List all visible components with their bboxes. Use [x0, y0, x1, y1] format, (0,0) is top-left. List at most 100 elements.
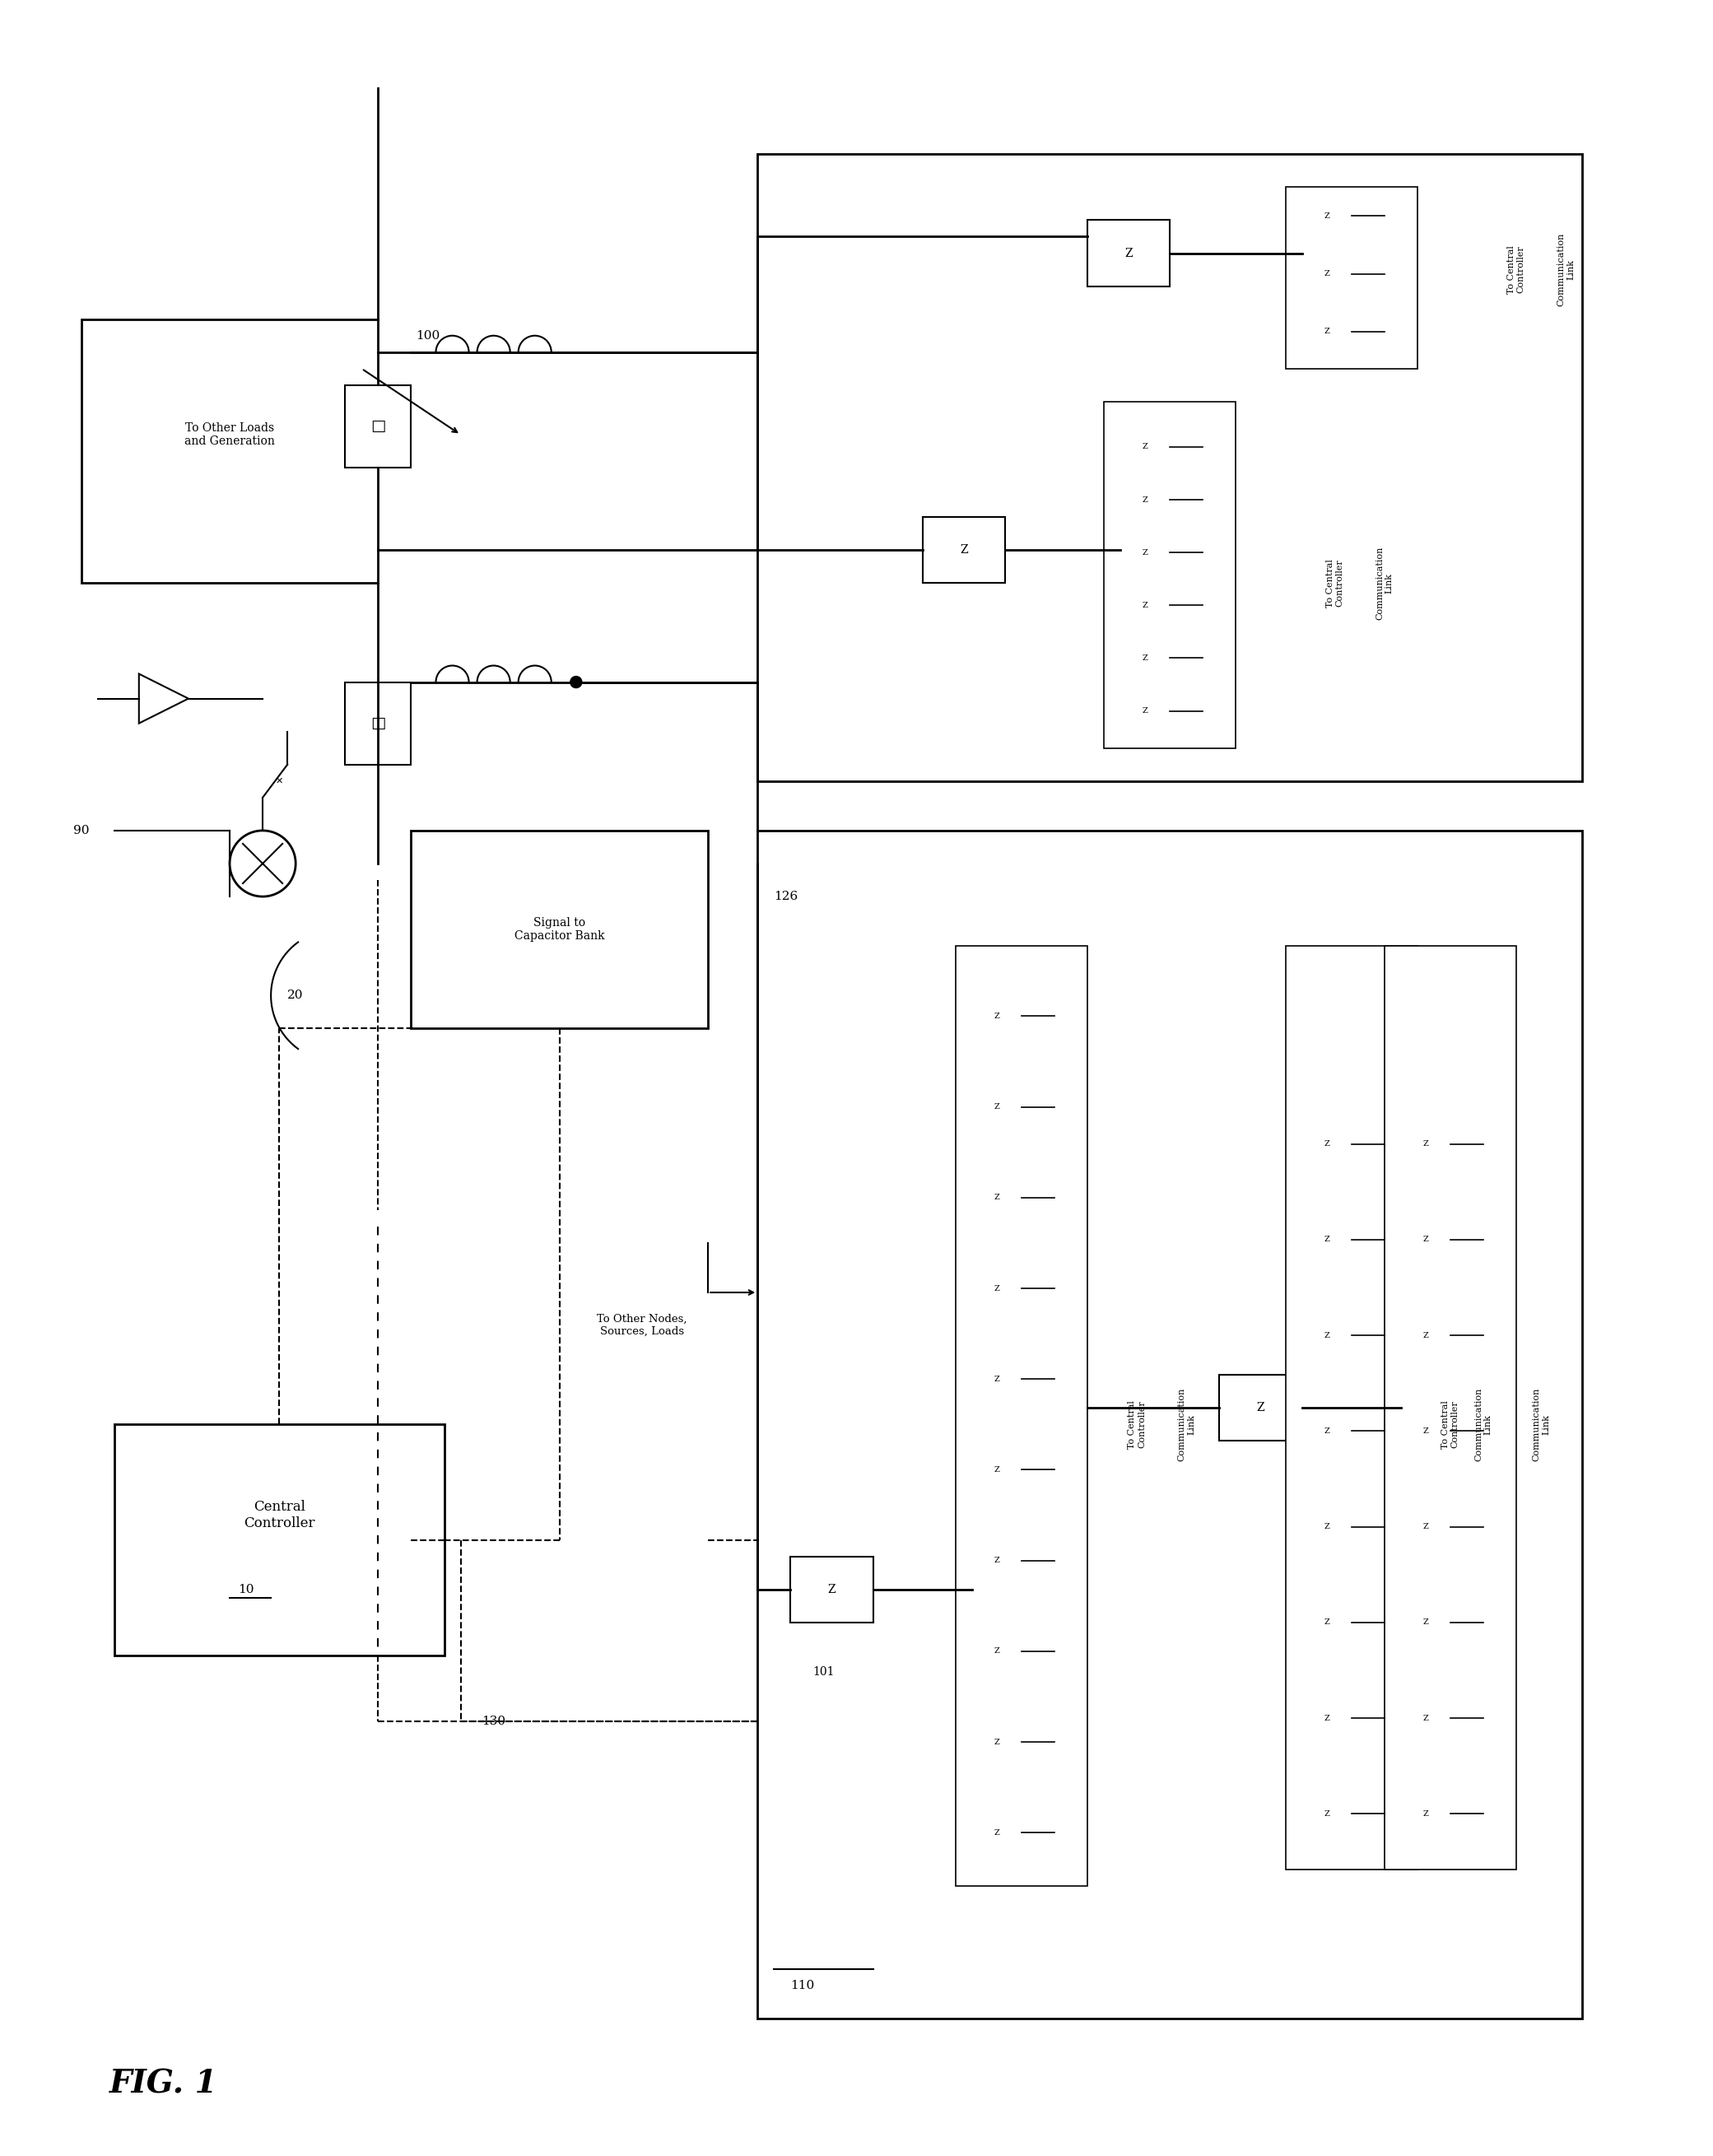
- Text: Z: Z: [1324, 1235, 1329, 1244]
- Text: To Central
Controller: To Central Controller: [1326, 558, 1343, 608]
- Text: Z: Z: [1324, 1427, 1329, 1434]
- Text: Signal to
Capacitor Bank: Signal to Capacitor Bank: [514, 916, 605, 942]
- Text: Z: Z: [1143, 550, 1148, 556]
- Text: Z: Z: [994, 1828, 1000, 1837]
- Bar: [1302, 252, 1352, 295]
- Text: To Other Loads
and Generation: To Other Loads and Generation: [185, 423, 274, 446]
- Text: To Central
Controller: To Central Controller: [1507, 246, 1525, 293]
- Text: Z: Z: [1324, 1332, 1329, 1339]
- Text: Z: Z: [1424, 1427, 1429, 1434]
- Bar: [1302, 1201, 1352, 1279]
- Bar: [971, 1160, 1021, 1235]
- Text: Communication
Link: Communication Link: [1177, 1388, 1196, 1462]
- Text: Z: Z: [994, 1557, 1000, 1565]
- Text: Communication
Link: Communication Link: [1475, 1388, 1492, 1462]
- Text: Z: Z: [1324, 1522, 1329, 1531]
- Text: 100: 100: [416, 330, 440, 341]
- Text: 90: 90: [74, 826, 89, 837]
- Bar: [956, 946, 1088, 1886]
- Text: Z: Z: [994, 1013, 1000, 1020]
- Text: Z: Z: [1257, 1401, 1264, 1414]
- Text: Z: Z: [1143, 496, 1148, 505]
- Text: Z: Z: [994, 1738, 1000, 1746]
- Text: Central
Controller: Central Controller: [243, 1501, 315, 1531]
- Bar: [971, 1069, 1021, 1145]
- Text: 110: 110: [790, 1979, 815, 1992]
- Bar: [1120, 533, 1170, 573]
- Bar: [344, 386, 411, 468]
- Bar: [1220, 1376, 1302, 1440]
- Bar: [1401, 1104, 1451, 1184]
- Bar: [1120, 638, 1170, 679]
- Text: Communication
Link: Communication Link: [1376, 545, 1393, 621]
- Bar: [1401, 1201, 1451, 1279]
- Bar: [971, 1615, 1021, 1688]
- Bar: [1302, 1488, 1352, 1565]
- Text: Z: Z: [994, 1647, 1000, 1656]
- Bar: [1401, 1391, 1451, 1470]
- Bar: [790, 1557, 874, 1621]
- Text: Z: Z: [1424, 1332, 1429, 1339]
- Text: Z: Z: [1324, 328, 1329, 334]
- Bar: [1401, 1774, 1451, 1854]
- Text: 101: 101: [812, 1667, 834, 1677]
- Bar: [923, 517, 1006, 582]
- Text: Z: Z: [1125, 248, 1132, 259]
- Text: FIG. 1: FIG. 1: [110, 2068, 218, 2100]
- Text: 126: 126: [774, 890, 798, 903]
- Text: Z: Z: [994, 1376, 1000, 1382]
- Bar: [411, 830, 707, 1028]
- Text: ✕: ✕: [276, 776, 283, 785]
- Text: Z: Z: [1143, 444, 1148, 451]
- Bar: [1103, 401, 1235, 748]
- Bar: [971, 1705, 1021, 1779]
- Text: Z: Z: [1324, 1714, 1329, 1723]
- Bar: [1120, 427, 1170, 468]
- Bar: [115, 1425, 444, 1656]
- Text: Z: Z: [1143, 602, 1148, 610]
- Bar: [971, 1524, 1021, 1598]
- Text: To Central
Controller: To Central Controller: [1441, 1399, 1459, 1449]
- Text: Z: Z: [1424, 1811, 1429, 1818]
- Text: Z: Z: [1324, 211, 1329, 220]
- Text: □: □: [370, 716, 385, 731]
- Text: Z: Z: [1143, 655, 1148, 662]
- Text: To Central
Controller: To Central Controller: [1129, 1399, 1146, 1449]
- Text: Z: Z: [1424, 1714, 1429, 1723]
- Bar: [1302, 1296, 1352, 1376]
- Bar: [1285, 946, 1417, 1869]
- Text: Z: Z: [827, 1585, 836, 1595]
- Bar: [1302, 196, 1352, 237]
- Text: Z: Z: [994, 1285, 1000, 1291]
- Bar: [1302, 1104, 1352, 1184]
- Bar: [1302, 1391, 1352, 1470]
- Text: □: □: [370, 418, 385, 433]
- Text: Z: Z: [959, 543, 968, 556]
- Bar: [1401, 1488, 1451, 1565]
- Bar: [971, 1341, 1021, 1416]
- Bar: [757, 155, 1583, 780]
- Bar: [971, 1434, 1021, 1507]
- Text: Z: Z: [1324, 270, 1329, 278]
- Bar: [1120, 479, 1170, 520]
- Bar: [1088, 220, 1170, 287]
- Bar: [344, 681, 411, 765]
- Bar: [1120, 584, 1170, 625]
- Text: Z: Z: [1324, 1141, 1329, 1147]
- Bar: [1401, 1583, 1451, 1662]
- Text: 20: 20: [288, 990, 303, 1000]
- Text: Z: Z: [1143, 707, 1148, 714]
- Bar: [971, 979, 1021, 1054]
- Text: Z: Z: [1424, 1619, 1429, 1626]
- Circle shape: [570, 677, 582, 688]
- Text: Z: Z: [994, 1194, 1000, 1201]
- Bar: [1120, 690, 1170, 731]
- Bar: [1401, 1680, 1451, 1757]
- Bar: [1302, 1583, 1352, 1662]
- Text: Z: Z: [1424, 1141, 1429, 1147]
- Bar: [971, 1796, 1021, 1869]
- Text: Z: Z: [994, 1466, 1000, 1473]
- Text: Z: Z: [994, 1104, 1000, 1110]
- Text: To Other Nodes,
Sources, Loads: To Other Nodes, Sources, Loads: [598, 1313, 687, 1337]
- Bar: [971, 1250, 1021, 1326]
